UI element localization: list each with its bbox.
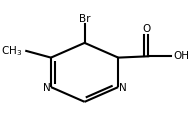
Text: O: O xyxy=(142,25,150,34)
Text: N: N xyxy=(43,83,50,93)
Text: CH$_3$: CH$_3$ xyxy=(1,44,22,58)
Text: Br: Br xyxy=(79,14,90,24)
Text: OH: OH xyxy=(173,51,189,61)
Text: N: N xyxy=(119,83,126,93)
